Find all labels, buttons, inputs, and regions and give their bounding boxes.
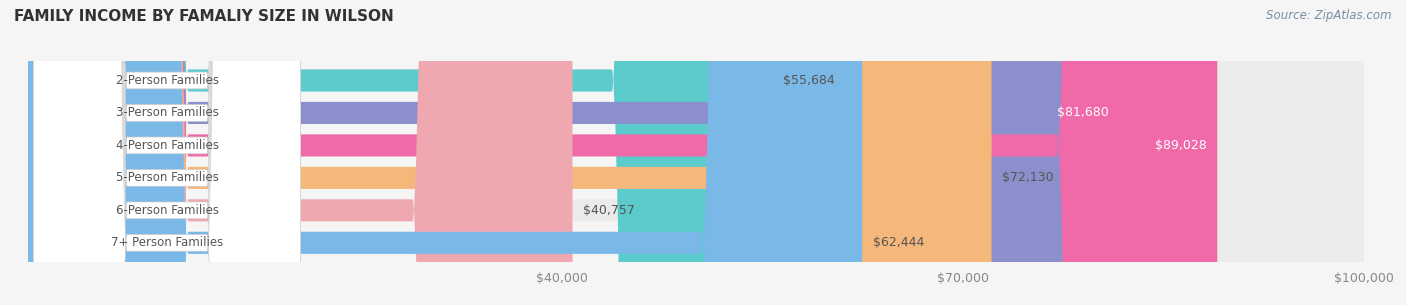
Text: $55,684: $55,684 [783, 74, 834, 87]
FancyBboxPatch shape [28, 0, 572, 305]
Text: 3-Person Families: 3-Person Families [115, 106, 218, 120]
Text: 5-Person Families: 5-Person Families [115, 171, 218, 185]
FancyBboxPatch shape [34, 0, 301, 305]
FancyBboxPatch shape [34, 0, 301, 305]
Text: 2-Person Families: 2-Person Families [115, 74, 218, 87]
FancyBboxPatch shape [28, 0, 772, 305]
Text: $81,680: $81,680 [1057, 106, 1108, 120]
FancyBboxPatch shape [28, 0, 862, 305]
FancyBboxPatch shape [34, 0, 301, 305]
Text: 7+ Person Families: 7+ Person Families [111, 236, 224, 249]
FancyBboxPatch shape [28, 0, 1364, 305]
Text: $40,757: $40,757 [583, 204, 636, 217]
FancyBboxPatch shape [28, 0, 1364, 305]
Text: $62,444: $62,444 [873, 236, 924, 249]
FancyBboxPatch shape [28, 0, 991, 305]
FancyBboxPatch shape [34, 0, 301, 305]
Text: $72,130: $72,130 [1002, 171, 1054, 185]
FancyBboxPatch shape [28, 0, 1218, 305]
Text: Source: ZipAtlas.com: Source: ZipAtlas.com [1267, 9, 1392, 22]
FancyBboxPatch shape [34, 0, 301, 305]
FancyBboxPatch shape [28, 0, 1119, 305]
Text: $89,028: $89,028 [1154, 139, 1206, 152]
FancyBboxPatch shape [28, 0, 1364, 305]
FancyBboxPatch shape [28, 0, 1364, 305]
FancyBboxPatch shape [28, 0, 1364, 305]
FancyBboxPatch shape [34, 0, 301, 305]
Text: 4-Person Families: 4-Person Families [115, 139, 218, 152]
FancyBboxPatch shape [28, 0, 1364, 305]
Text: 6-Person Families: 6-Person Families [115, 204, 218, 217]
Text: FAMILY INCOME BY FAMALIY SIZE IN WILSON: FAMILY INCOME BY FAMALIY SIZE IN WILSON [14, 9, 394, 24]
